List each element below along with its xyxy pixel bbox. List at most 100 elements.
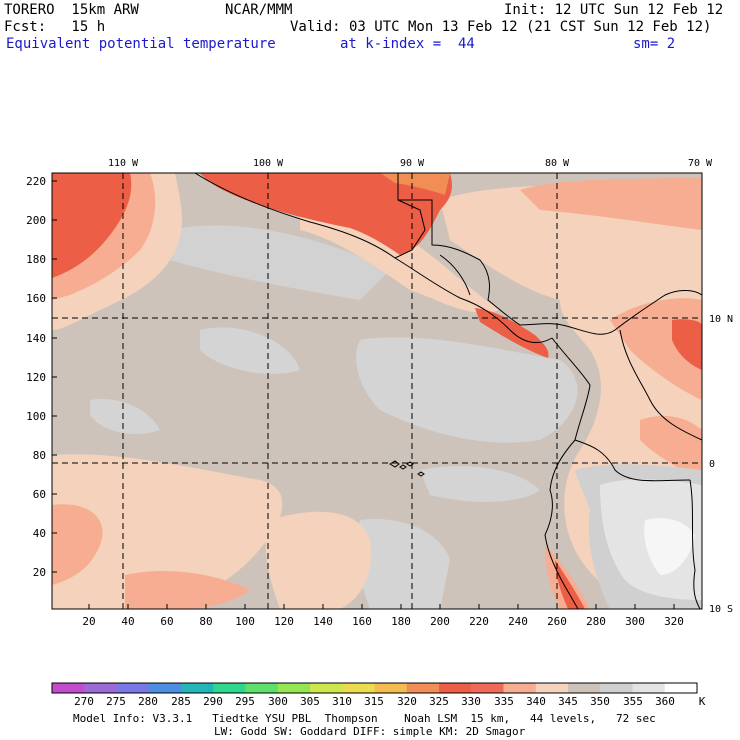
coastlines (194, 173, 702, 609)
colorbar-label: 295 (235, 695, 255, 708)
colorbar-label: 355 (623, 695, 643, 708)
coastline-panama-colombia (561, 290, 702, 335)
map-frame (51, 172, 703, 610)
colorbar-swatch (148, 683, 182, 693)
grey-patch (170, 225, 390, 300)
colorbar-labels: 270 275 280 285 290 295 300 305 310 315 … (74, 695, 706, 708)
lat-label: 10 N (709, 314, 733, 325)
y-tick-label: 220 (26, 175, 46, 188)
lon-label: 100 W (253, 158, 284, 169)
colorbar-swatch (245, 683, 279, 693)
grey-patch (200, 327, 300, 374)
colorbar-label: 305 (300, 695, 320, 708)
colorbar-swatch (181, 683, 214, 693)
pink-region-caribbean (520, 178, 702, 230)
organization-label: NCAR/MMM (225, 2, 293, 18)
border-central-america (439, 254, 471, 296)
x-tick-label: 220 (469, 615, 489, 628)
grey-patch (90, 399, 160, 435)
colorbar-label: 350 (590, 695, 610, 708)
x-tick-label: 100 (235, 615, 255, 628)
lon-label: 110 W (108, 158, 139, 169)
border-peru-brazil (689, 479, 701, 609)
y-tick-label: 200 (26, 214, 46, 227)
y-tick-label: 140 (26, 332, 46, 345)
colorbar-swatch (116, 683, 150, 693)
colorbar-swatch (439, 683, 472, 693)
lon-label: 80 W (545, 158, 570, 169)
colorbar-label: 320 (397, 695, 417, 708)
pink-region-amazon (640, 415, 702, 480)
x-tick-label: 280 (586, 615, 606, 628)
colorbar-label: 315 (364, 695, 384, 708)
colorbar-label: 270 (74, 695, 94, 708)
y-tick-label: 100 (26, 410, 46, 423)
colorbar-swatch (503, 683, 537, 693)
coastline-galapagos (389, 460, 425, 477)
init-time: Init: 12 UTC Sun 12 Feb 12 (504, 2, 724, 18)
red-region-mexico (200, 173, 452, 255)
pink-region-peru-coast (545, 545, 590, 609)
x-tick-label: 60 (160, 615, 173, 628)
y-tick-label: 40 (33, 527, 46, 540)
y-tick-label: 60 (33, 488, 46, 501)
x-tick-label: 180 (391, 615, 411, 628)
x-tick-label: 160 (352, 615, 372, 628)
lon-label: 70 W (688, 158, 713, 169)
coastline-caribbean (398, 199, 563, 326)
y-axis: 220 200 180 160 140 120 100 80 60 40 20 (26, 175, 57, 579)
colorbar-label: 280 (138, 695, 158, 708)
colorbar-swatch (374, 683, 408, 693)
y-tick-label: 160 (26, 292, 46, 305)
lon-label: 90 W (400, 158, 425, 169)
colorbar-swatch (277, 683, 311, 693)
coastline-pacific-south-america (544, 337, 591, 609)
colorbar-swatch (664, 683, 698, 693)
colorbar-label: 345 (558, 695, 578, 708)
border-ecuador-peru (574, 439, 691, 482)
colorbar-swatch (342, 683, 375, 693)
y-tick-label: 120 (26, 371, 46, 384)
pink-region-sw (52, 504, 103, 585)
colorbar-swatch (600, 683, 633, 693)
x-tick-label: 80 (199, 615, 212, 628)
x-tick-label: 140 (313, 615, 333, 628)
red-region-costa-rica (475, 308, 549, 358)
colorbar-label: 275 (106, 695, 126, 708)
coastline-mexico (194, 173, 553, 343)
red-region-peru (555, 560, 585, 609)
colorbar-label: 290 (203, 695, 223, 708)
grey-patch (356, 337, 578, 443)
lat-lon-grid (52, 173, 702, 609)
x-tick-label: 300 (625, 615, 645, 628)
model-info-line: Model Info: V3.3.1 Tiedtke YSU PBL Thomp… (73, 712, 656, 725)
latitude-labels: 10 N 0 10 S (709, 314, 733, 615)
coastline-yucatan (394, 173, 426, 259)
x-tick-label: 20 (82, 615, 95, 628)
colorbar-swatch (52, 683, 85, 693)
colorbar-label: 330 (461, 695, 481, 708)
colorbar-label: 325 (429, 695, 449, 708)
colorbar-label: 335 (494, 695, 514, 708)
lat-label: 10 S (709, 604, 733, 615)
longitude-labels: 110 W 100 W 90 W 80 W 70 W (108, 158, 713, 169)
colorbar-swatch (213, 683, 246, 693)
white-region-altiplano (644, 518, 695, 575)
smoothing-info: sm= 2 (633, 36, 676, 52)
red-region-venezuela (672, 319, 702, 370)
colorbar-swatch (471, 683, 504, 693)
physics-info-line: LW: Godd SW: Goddard DIFF: simple KM: 2D… (214, 725, 526, 738)
colorbar-swatch (406, 683, 440, 693)
colorbar-label: 310 (332, 695, 352, 708)
colorbar-label: 285 (171, 695, 191, 708)
grey-patch (355, 519, 450, 609)
colorbar (52, 683, 698, 693)
y-tick-label: 20 (33, 566, 46, 579)
x-tick-label: 260 (547, 615, 567, 628)
colorbar-swatch (568, 683, 601, 693)
colorbar-label: 360 (655, 695, 675, 708)
salmon-region-sw (52, 454, 283, 609)
y-tick-label: 180 (26, 253, 46, 266)
field-name: Equivalent potential temperature (6, 36, 276, 52)
